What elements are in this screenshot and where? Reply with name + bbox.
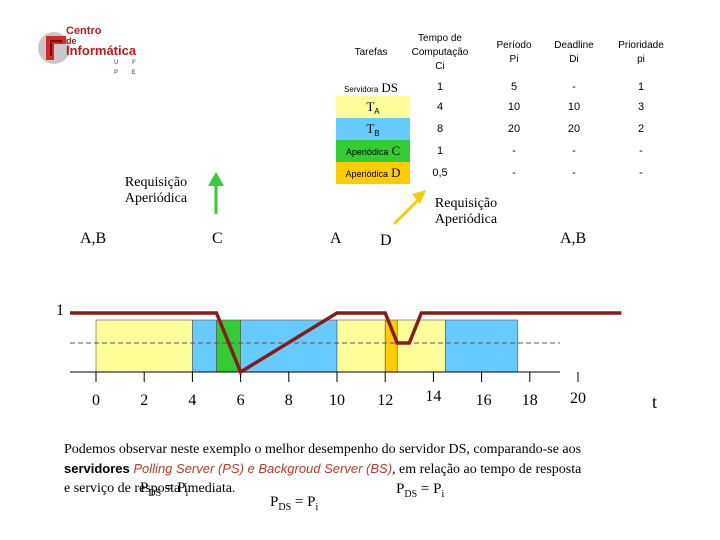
segment-ta bbox=[396, 319, 446, 373]
table-row: Aperiódica C 1 - - - bbox=[334, 140, 700, 164]
table-row: Servidora DS 1 5 - 1 bbox=[334, 78, 700, 98]
server-capacity-line bbox=[70, 311, 622, 375]
cell-d: - bbox=[572, 145, 576, 157]
cell-pr: 2 bbox=[637, 123, 645, 135]
tick-label: 4 bbox=[188, 392, 197, 409]
paragraph-line-3: e serviço de resposta imediata. bbox=[64, 481, 236, 496]
equation-1: PDS = Pi bbox=[140, 480, 189, 499]
cell-p: 20 bbox=[507, 123, 521, 135]
tick-label: 20 bbox=[570, 390, 586, 407]
task-cell: TA bbox=[336, 96, 410, 118]
task-cell: Aperiódica C bbox=[336, 140, 410, 162]
header-periodo: Período Pi bbox=[496, 40, 532, 65]
y-axis-label: 1 bbox=[56, 302, 64, 319]
cell-d: - bbox=[572, 167, 576, 179]
logo-line-4: U F P E bbox=[114, 60, 142, 76]
header-deadline: Deadline Di bbox=[554, 40, 594, 65]
tick-label: 6 bbox=[236, 392, 245, 409]
tick-label: 12 bbox=[377, 392, 394, 409]
event-d: D bbox=[380, 232, 392, 249]
cell-pr: 3 bbox=[637, 101, 645, 113]
tick-label: 0 bbox=[92, 392, 100, 409]
cell-d: 10 bbox=[567, 101, 581, 113]
segment-ta bbox=[336, 319, 386, 373]
segment-ta bbox=[95, 319, 193, 373]
tick-label: 18 bbox=[521, 392, 538, 409]
paragraph-line-1: Podemos observar neste exemplo o melhor … bbox=[64, 442, 582, 457]
task-cell: TB bbox=[336, 118, 410, 140]
cell-c: 1 bbox=[436, 81, 444, 93]
logo-line-1: Centro bbox=[66, 25, 102, 37]
table-row: TA 4 10 10 3 bbox=[334, 96, 700, 120]
segment-tb bbox=[192, 319, 217, 373]
cell-p: 10 bbox=[507, 101, 521, 113]
cell-d: - bbox=[572, 81, 576, 93]
paragraph-line-2: servidores Polling Server (PS) e Backgro… bbox=[64, 461, 582, 477]
task-table: Tarefas Tempo de Computação Ci Período Pi D… bbox=[334, 30, 700, 190]
cell-c: 0,5 bbox=[432, 167, 448, 179]
cell-c: 4 bbox=[436, 101, 444, 113]
callout-right: Requisição Aperiódica bbox=[434, 196, 498, 227]
explanation-paragraph: Podemos observar neste exemplo o melhor … bbox=[64, 440, 704, 498]
cell-p: - bbox=[512, 145, 516, 157]
event-a: A bbox=[330, 230, 342, 247]
cell-p: 5 bbox=[510, 81, 518, 93]
callout-left: Requisição Aperiódica bbox=[124, 175, 188, 206]
table-row: TB 8 20 20 2 bbox=[334, 118, 700, 142]
tick-label: 8 bbox=[284, 392, 293, 409]
tick-label: 2 bbox=[140, 392, 149, 409]
t-axis-label: t bbox=[652, 392, 658, 412]
logo: Centro de Informática U F P E bbox=[36, 25, 156, 76]
cell-c: 8 bbox=[436, 123, 444, 135]
event-ab-right: A,B bbox=[560, 230, 587, 247]
event-c: C bbox=[212, 230, 223, 247]
tick-label: 10 bbox=[329, 392, 345, 409]
cell-pr: - bbox=[639, 145, 643, 157]
header-computacao: Tempo de Computação Ci bbox=[411, 33, 469, 72]
equation-3: PDS = Pi bbox=[270, 494, 319, 513]
header-prioridade: Prioridade pi bbox=[618, 40, 664, 65]
logo-emblem-icon bbox=[38, 32, 70, 64]
arrow-left-icon bbox=[208, 172, 224, 214]
task-cell: Servidora DS bbox=[338, 80, 404, 98]
tick-label: 14 bbox=[425, 388, 442, 405]
tick-label: 16 bbox=[475, 392, 492, 409]
cell-p: - bbox=[512, 167, 516, 179]
arrow-right-icon bbox=[392, 190, 426, 226]
cell-c: 1 bbox=[436, 145, 444, 157]
task-cell: Aperiódica D bbox=[336, 162, 410, 184]
logo-line-3: Informática bbox=[66, 43, 137, 58]
cell-pr: 1 bbox=[637, 81, 645, 93]
event-ab-left: A,B bbox=[80, 230, 107, 247]
table-row: Aperiódica D 0,5 - - - bbox=[334, 162, 700, 186]
cell-d: 20 bbox=[567, 123, 581, 135]
header-tarefas-label: Tarefas bbox=[354, 47, 388, 58]
segment-tb bbox=[445, 319, 519, 373]
equation-2: PDS = Pi bbox=[396, 481, 445, 500]
cell-pr: - bbox=[639, 167, 643, 179]
logo-line-2: de bbox=[66, 36, 77, 46]
